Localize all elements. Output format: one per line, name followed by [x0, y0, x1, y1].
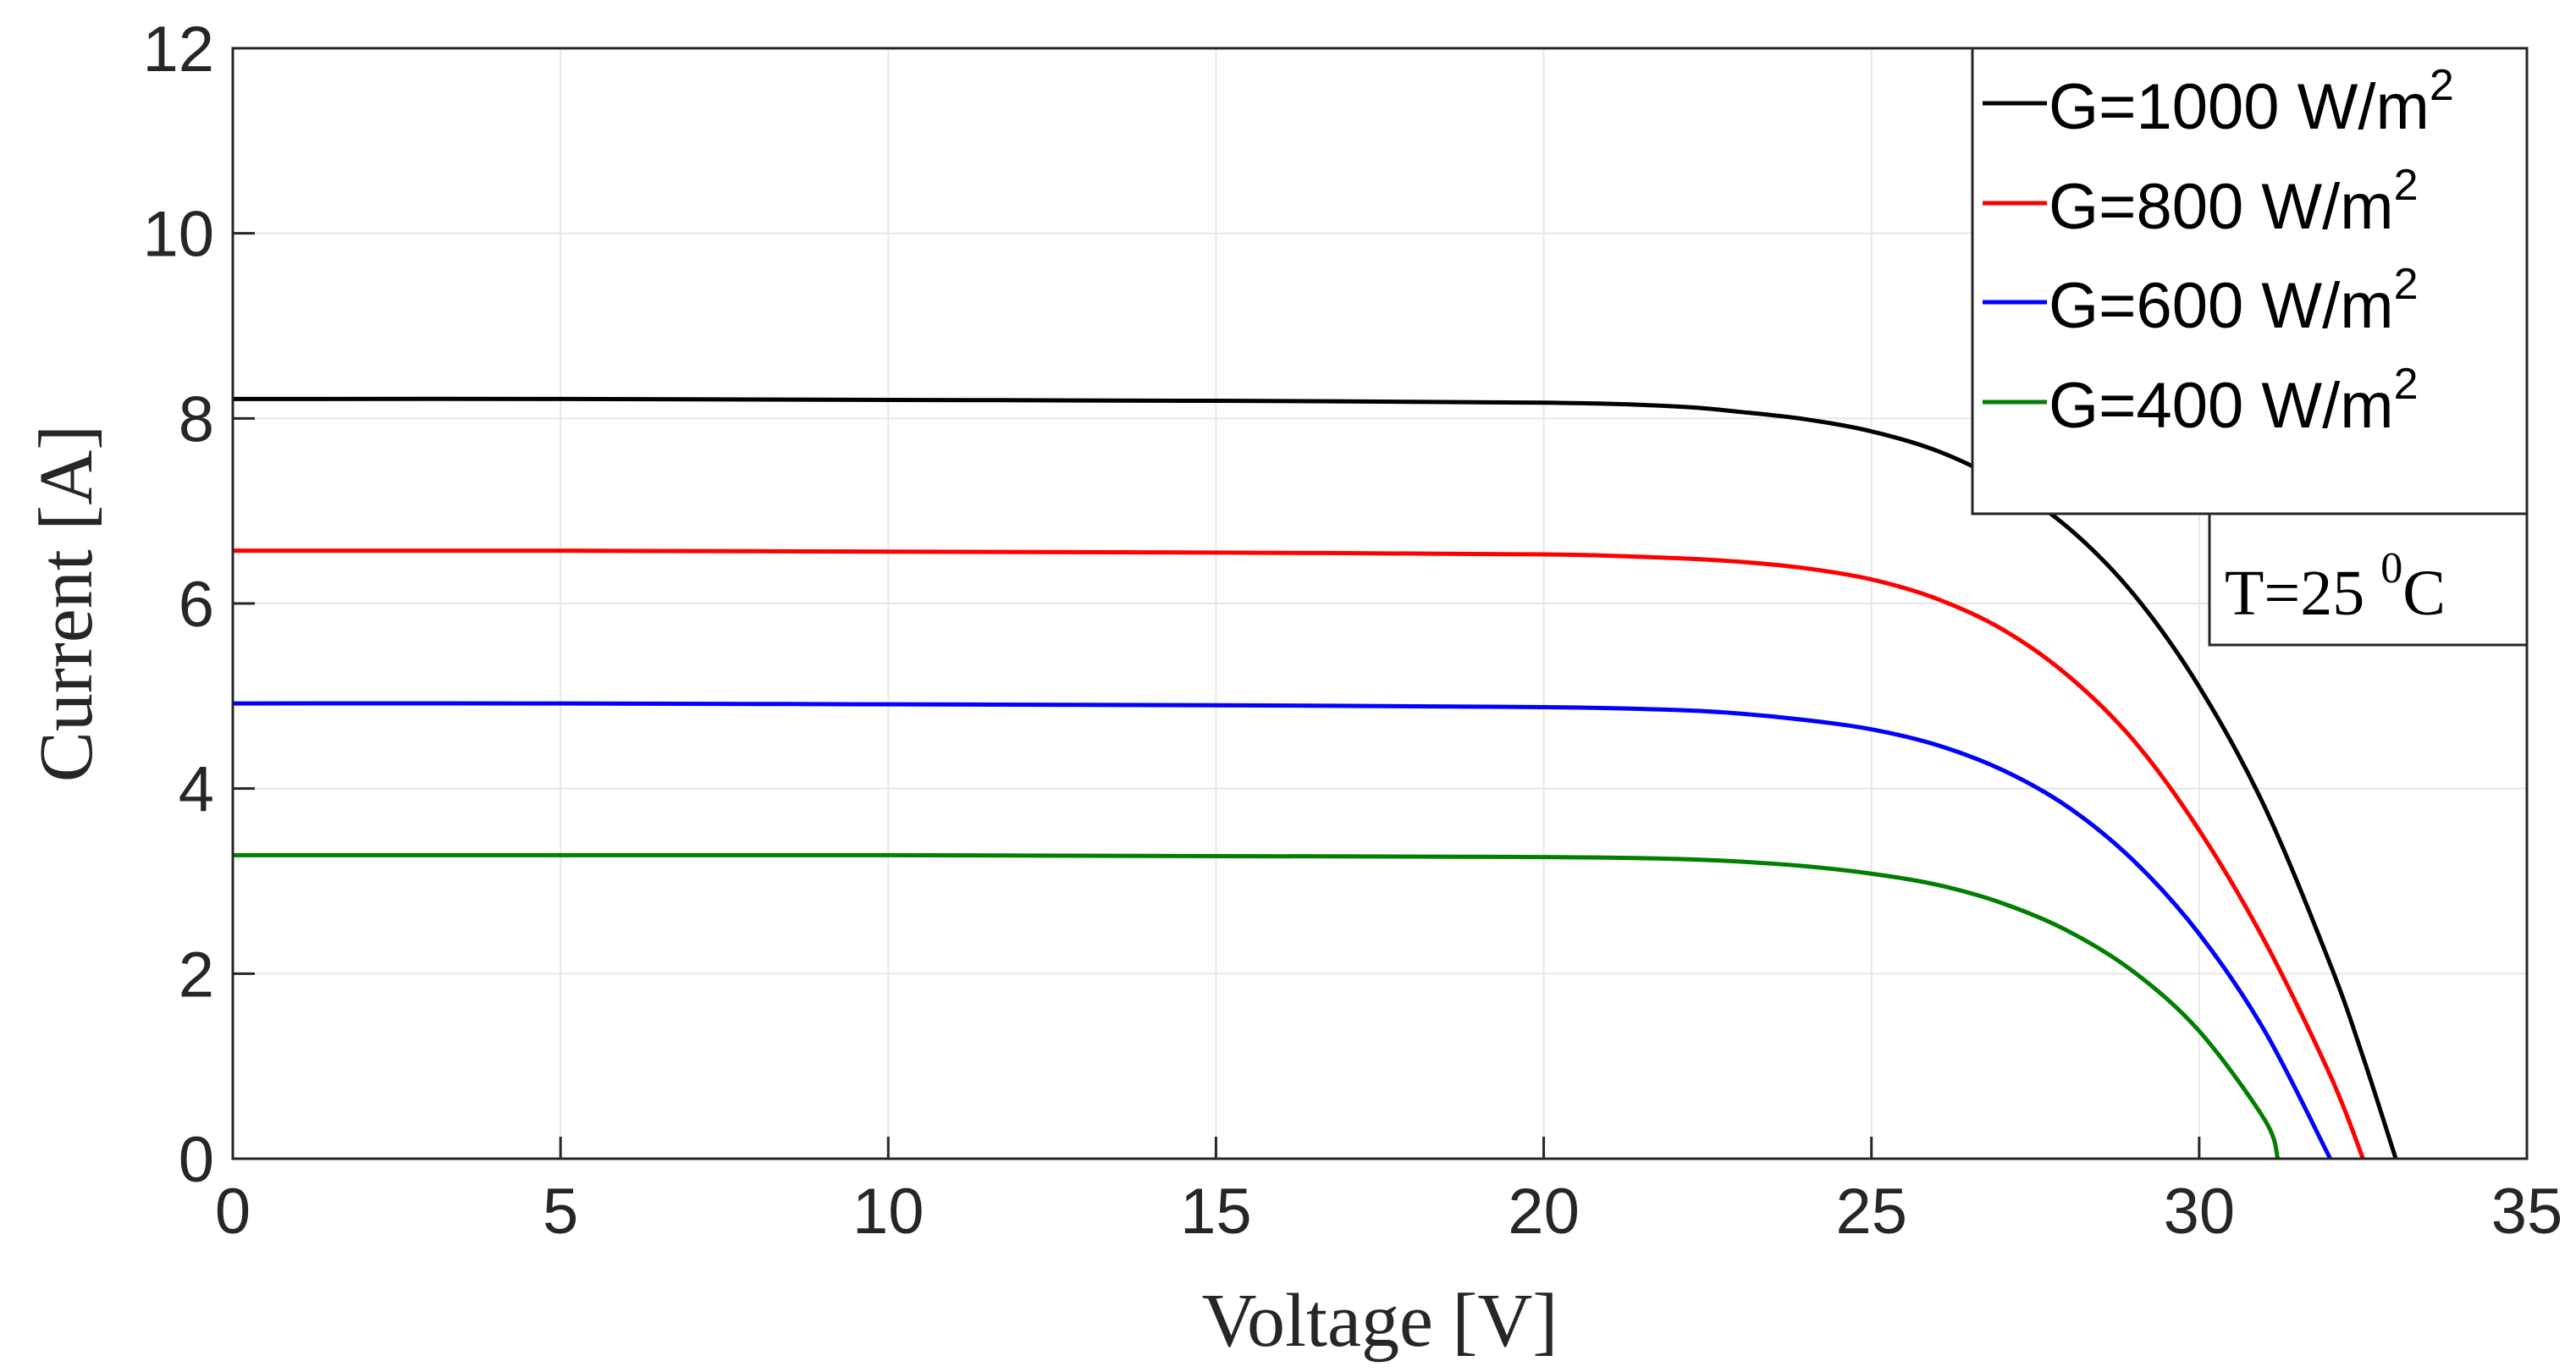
annotation-label: T=25 0C: [2225, 544, 2446, 629]
y-tick-label: 8: [179, 383, 214, 455]
x-tick-label: 15: [1180, 1176, 1252, 1248]
x-tick-label: 0: [215, 1176, 251, 1248]
y-tick-label: 4: [179, 754, 214, 826]
y-tick-label: 2: [179, 939, 214, 1011]
data-series: [232, 396, 2398, 1160]
x-tick-label: 25: [1835, 1176, 1907, 1248]
axis-ticks: 0 5 10 15 20 25 30 35 0 2 4 6 8 10 12: [142, 14, 2562, 1248]
x-tick-label: 5: [543, 1176, 578, 1248]
y-tick-label: 10: [142, 199, 214, 271]
series-line-2: [232, 701, 2332, 1160]
series-line-3: [232, 852, 2281, 1160]
y-tick-label: 6: [179, 569, 214, 641]
legend-label: G=400 W/m2: [2049, 360, 2419, 442]
series-line-1: [232, 548, 2365, 1160]
temperature-annotation: T=25 0C: [2208, 512, 2529, 647]
x-tick-label: 35: [2491, 1176, 2563, 1248]
legend-label: G=800 W/m2: [2049, 161, 2419, 243]
x-tick-label: 30: [2164, 1176, 2236, 1248]
x-tick-label: 10: [852, 1176, 924, 1248]
y-tick-label: 12: [142, 14, 214, 85]
x-tick-label: 20: [1508, 1176, 1580, 1248]
y-axis-label: Current [A]: [25, 425, 108, 782]
x-axis-label: Voltage [V]: [1202, 1279, 1558, 1363]
legend: G=1000 W/m2 G=800 W/m2 G=600 W/m2 G=400 W/m…: [1971, 47, 2529, 515]
legend-label: G=600 W/m2: [2049, 260, 2419, 342]
legend-box: [1971, 47, 2529, 515]
series-line-0: [232, 396, 2398, 1160]
annotation-box: [2208, 512, 2529, 647]
y-tick-label: 0: [179, 1124, 214, 1196]
legend-label: G=1000 W/m2: [2049, 61, 2454, 143]
